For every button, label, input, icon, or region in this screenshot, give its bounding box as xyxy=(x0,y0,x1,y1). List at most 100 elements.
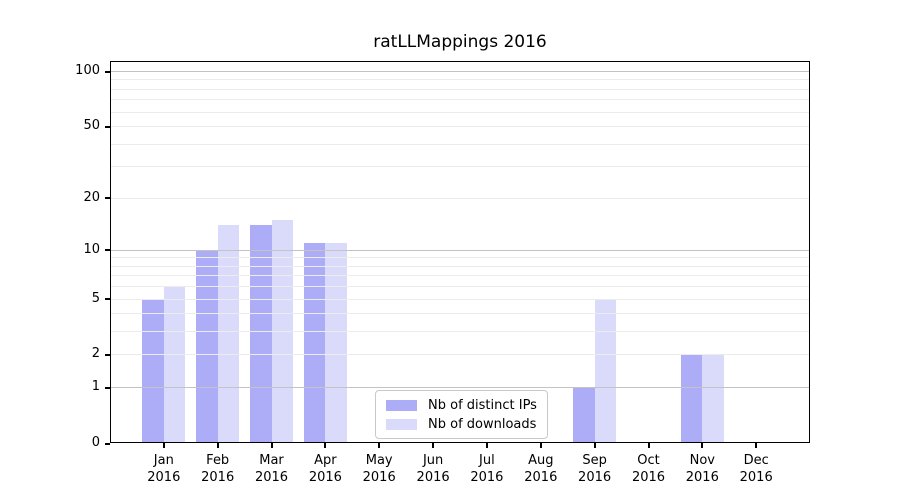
x-tick-mark xyxy=(647,443,650,448)
gridline-minor xyxy=(110,79,810,81)
x-tick-year: 2016 xyxy=(416,470,450,485)
bar-downloads-apr xyxy=(325,242,347,443)
chart-title: ratLLMappings 2016 xyxy=(373,32,547,52)
x-tick-mark xyxy=(216,443,219,448)
gridline-minor xyxy=(110,275,810,277)
gridline-minor xyxy=(110,257,810,259)
x-tick-label: Jul 2016 xyxy=(455,452,519,486)
legend: Nb of distinct IPs Nb of downloads xyxy=(375,390,548,439)
gridline-minor xyxy=(110,143,810,145)
x-tick-mark xyxy=(701,443,704,448)
y-tick-mark xyxy=(105,197,110,200)
y-tick-mark xyxy=(105,249,110,252)
x-tick-label: Jan 2016 xyxy=(132,452,196,486)
x-tick-label: Sep 2016 xyxy=(563,452,627,486)
x-tick-month: Nov xyxy=(689,453,715,468)
x-tick-month: Oct xyxy=(637,453,660,468)
gridline-major xyxy=(110,249,810,251)
x-tick-label: Nov 2016 xyxy=(670,452,734,486)
x-tick-label: Mar 2016 xyxy=(240,452,304,486)
x-tick-label: Jun 2016 xyxy=(401,452,465,486)
x-tick-year: 2016 xyxy=(524,470,558,485)
legend-item-distinct-ips: Nb of distinct IPs xyxy=(386,396,537,414)
gridline-minor xyxy=(110,111,810,113)
bar-distinct-ips-sep xyxy=(573,387,595,443)
bar-downloads-nov xyxy=(702,354,724,443)
plot-area: Nb of distinct IPs Nb of downloads 0 1 2 5 1… xyxy=(75,61,810,485)
x-tick-year: 2016 xyxy=(685,470,719,485)
gridline-minor xyxy=(110,313,810,315)
y-tick-mark xyxy=(105,125,110,128)
x-tick-mark xyxy=(432,443,435,448)
x-tick-year: 2016 xyxy=(578,470,612,485)
y-tick-mark xyxy=(105,70,110,73)
y-tick-mark xyxy=(105,298,110,301)
x-tick-month: Dec xyxy=(743,453,769,468)
legend-item-downloads: Nb of downloads xyxy=(386,415,537,433)
bar-downloads-jan xyxy=(163,286,186,443)
x-tick-month: Apr xyxy=(314,453,337,468)
y-tick-label: 20 xyxy=(83,189,100,205)
x-tick-year: 2016 xyxy=(201,470,235,485)
x-tick-month: Mar xyxy=(259,453,284,468)
gridline-minor xyxy=(110,166,810,168)
x-tick-mark xyxy=(270,443,273,448)
x-tick-year: 2016 xyxy=(147,470,181,485)
x-tick-month: Sep xyxy=(582,453,607,468)
bar-distinct-ips-feb xyxy=(196,249,218,443)
legend-swatch-downloads xyxy=(386,418,417,430)
x-tick-month: Feb xyxy=(206,453,230,468)
bar-distinct-ips-nov xyxy=(680,354,703,443)
gridline-minor xyxy=(110,354,810,356)
bar-distinct-ips-jan xyxy=(142,298,164,443)
x-tick-label: May 2016 xyxy=(347,452,411,486)
x-tick-month: Jun xyxy=(422,453,444,468)
legend-label-distinct-ips: Nb of distinct IPs xyxy=(428,397,537,413)
x-tick-month: Jul xyxy=(479,453,495,468)
x-tick-year: 2016 xyxy=(739,470,773,485)
x-tick-mark xyxy=(755,443,758,448)
y-tick-label: 1 xyxy=(91,379,100,395)
x-tick-label: Apr 2016 xyxy=(293,452,357,486)
x-tick-label: Aug 2016 xyxy=(509,452,573,486)
x-tick-year: 2016 xyxy=(631,470,666,485)
bar-distinct-ips-mar xyxy=(250,224,272,443)
y-tick-label: 10 xyxy=(83,241,100,257)
x-tick-year: 2016 xyxy=(362,470,396,485)
gridline-minor xyxy=(110,331,810,333)
x-tick-mark xyxy=(485,443,488,448)
x-tick-month: May xyxy=(365,453,393,468)
legend-label-downloads: Nb of downloads xyxy=(428,416,537,432)
y-tick-mark xyxy=(105,442,110,445)
gridline-major xyxy=(110,71,810,72)
x-tick-mark xyxy=(593,443,596,448)
gridline-minor xyxy=(110,197,810,199)
x-tick-mark xyxy=(539,443,542,448)
y-tick-mark xyxy=(105,353,110,356)
legend-swatch-distinct-ips xyxy=(386,399,417,411)
gridline-major xyxy=(110,387,810,389)
gridline-minor xyxy=(110,126,810,128)
x-tick-month: Aug xyxy=(528,453,554,468)
x-tick-year: 2016 xyxy=(254,470,289,485)
gridline-minor xyxy=(110,298,810,300)
y-tick-label: 100 xyxy=(75,63,100,78)
y-tick-mark xyxy=(105,386,110,389)
x-tick-year: 2016 xyxy=(308,470,342,485)
bar-distinct-ips-apr xyxy=(303,242,326,443)
gridline-minor xyxy=(110,286,810,288)
gridline-minor xyxy=(110,265,810,267)
x-tick-mark xyxy=(324,443,327,448)
gridline-minor xyxy=(110,99,810,101)
x-tick-mark xyxy=(162,443,165,448)
y-tick-label: 5 xyxy=(91,290,100,306)
x-tick-label: Dec 2016 xyxy=(724,452,788,486)
y-tick-label: 2 xyxy=(91,346,100,362)
x-tick-mark xyxy=(378,443,381,448)
y-tick-label: 0 xyxy=(91,435,100,450)
x-tick-label: Feb 2016 xyxy=(186,452,250,486)
x-tick-month: Jan xyxy=(153,453,174,468)
x-tick-label: Oct 2016 xyxy=(617,452,681,486)
bar-downloads-feb xyxy=(217,224,240,443)
